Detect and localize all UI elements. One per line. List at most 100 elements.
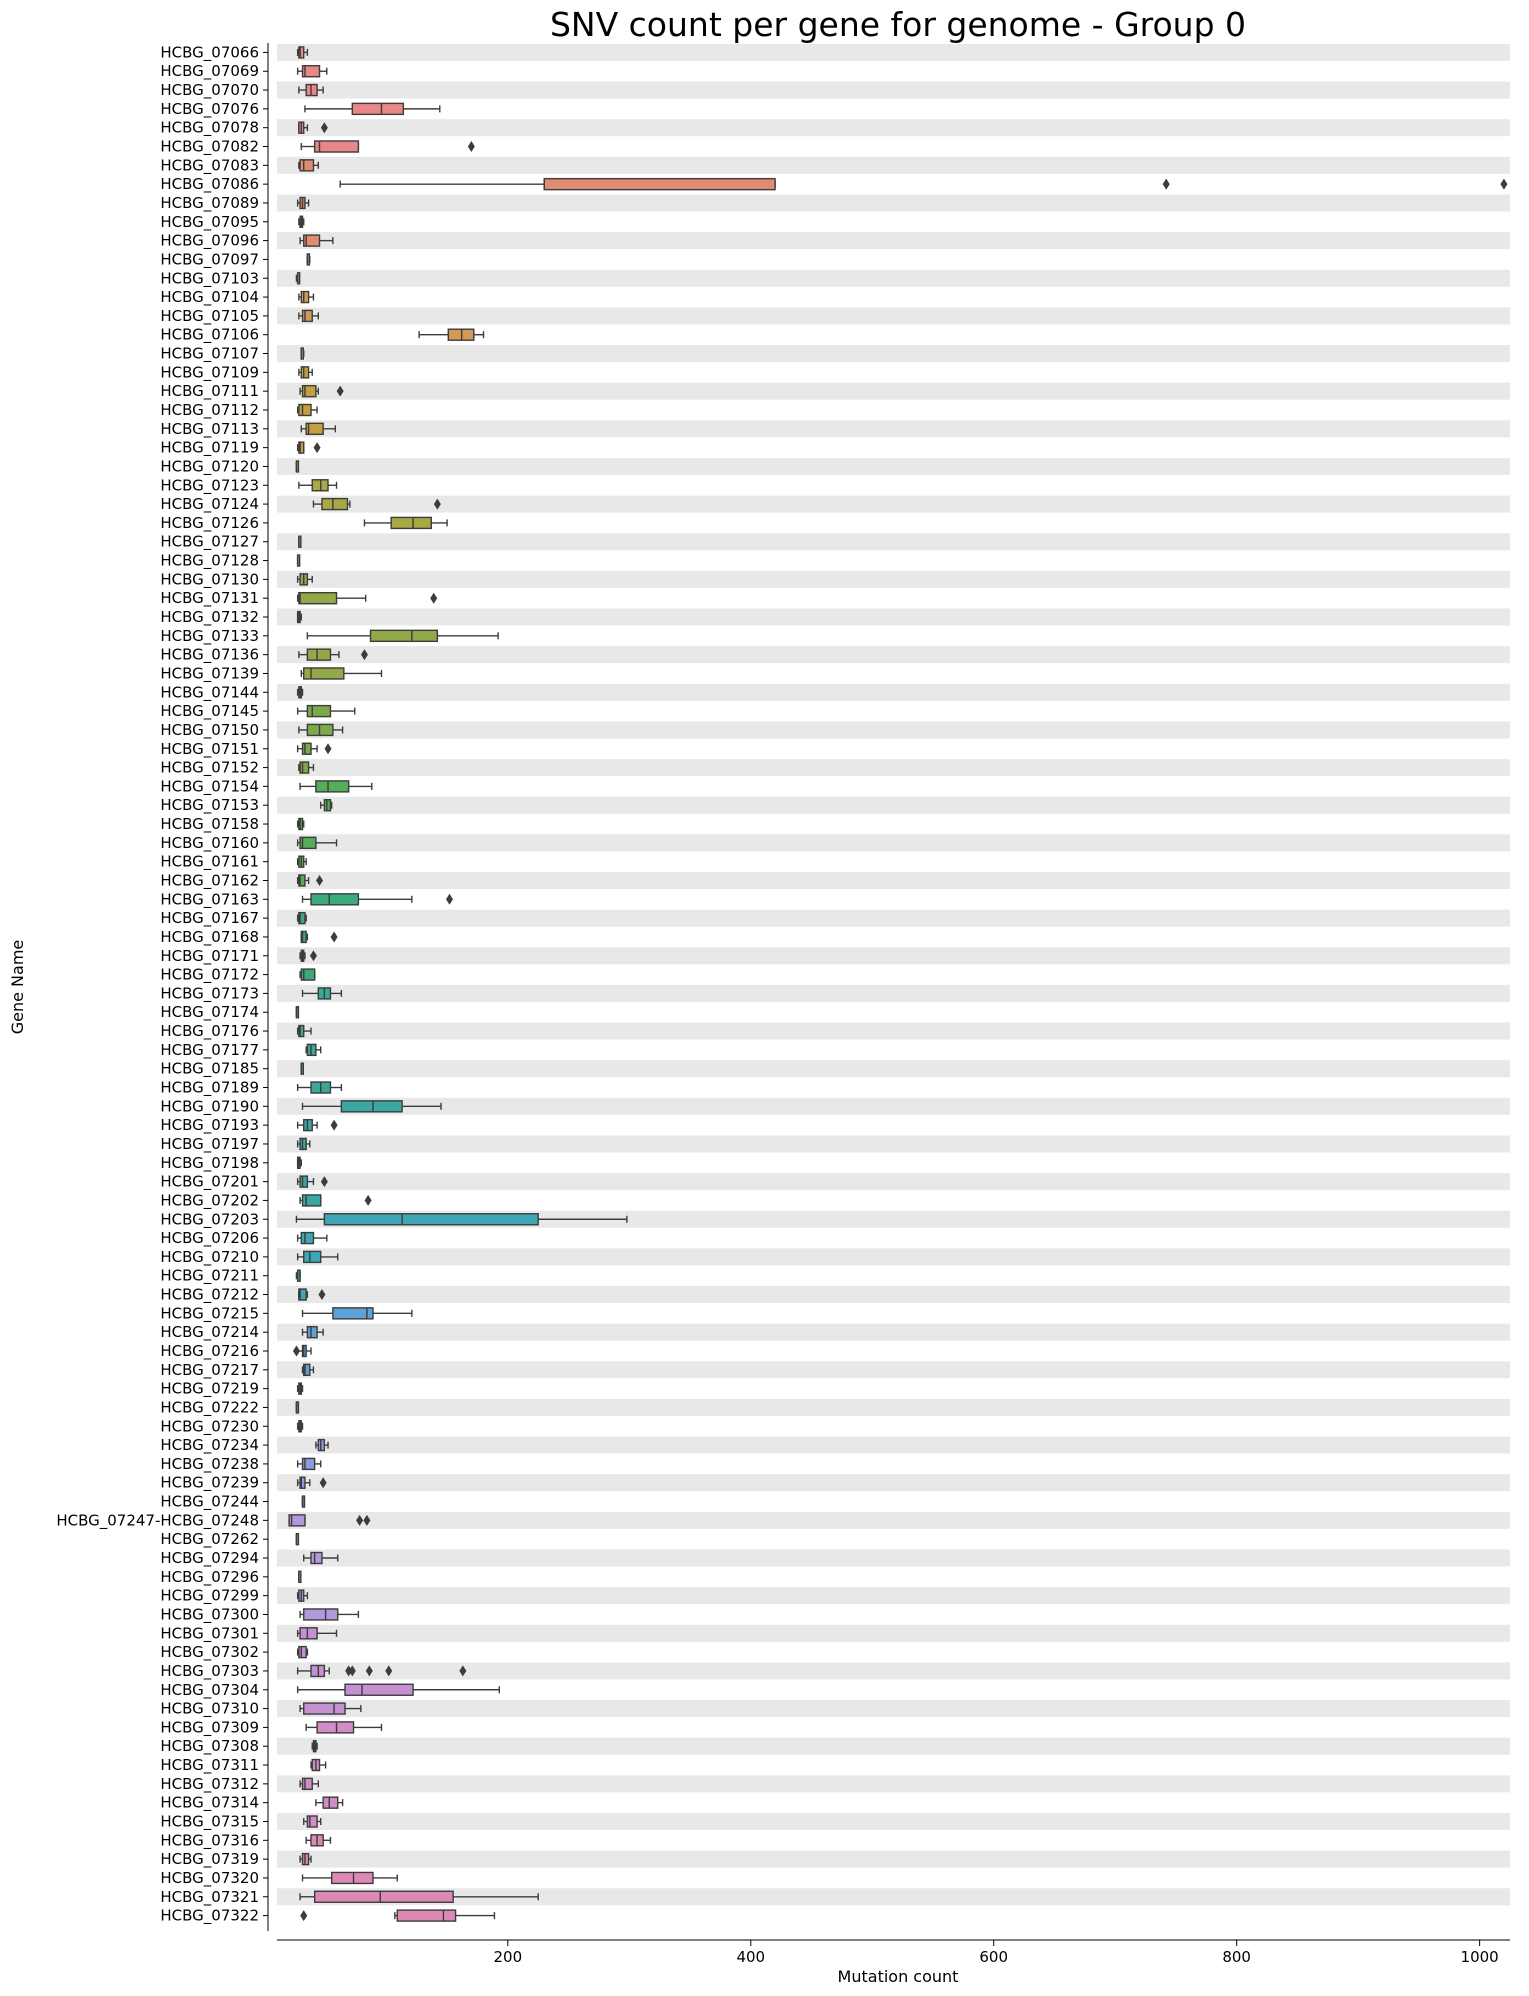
box-hcbg_07076 xyxy=(304,102,441,116)
row-band xyxy=(277,119,1510,137)
box-hcbg_07216 xyxy=(292,1344,312,1358)
y-tick-label: HCBG_07239 xyxy=(160,1474,259,1493)
y-tick-label: HCBG_07301 xyxy=(160,1624,259,1643)
box-hcbg_07230 xyxy=(296,1420,304,1433)
y-tick-label: HCBG_07160 xyxy=(160,834,259,853)
box-hcbg_07107 xyxy=(300,347,305,360)
box-iqr xyxy=(321,497,349,511)
box-hcbg_07126 xyxy=(363,516,448,530)
y-tick-label: HCBG_07198 xyxy=(160,1154,259,1173)
y-tick-label: HCBG_07219 xyxy=(160,1380,259,1399)
box-iqr xyxy=(299,836,317,850)
box-iqr xyxy=(288,1514,306,1527)
y-tick-label: HCBG_07123 xyxy=(160,476,259,495)
box-hcbg_07095 xyxy=(298,215,305,228)
box-hcbg_07185 xyxy=(300,1062,304,1075)
box-hcbg_07316 xyxy=(305,1834,332,1847)
box-hcbg_07314 xyxy=(315,1796,344,1809)
box-hcbg_07167 xyxy=(296,911,307,925)
box-hcbg_07322 xyxy=(300,1909,496,1922)
y-tick-label: HCBG_07145 xyxy=(160,702,259,721)
box-hcbg_07162 xyxy=(296,874,324,887)
row-band xyxy=(277,1700,1510,1718)
y-tick-label: HCBG_07321 xyxy=(160,1888,259,1907)
y-tick-label: HCBG_07152 xyxy=(160,759,259,778)
y-tick-label: HCBG_07111 xyxy=(160,382,259,401)
y-tick-label: HCBG_07107 xyxy=(160,345,259,364)
box-hcbg_07300 xyxy=(299,1608,360,1621)
box-hcbg_07078 xyxy=(298,121,328,134)
outlier-point xyxy=(313,442,321,454)
row-band xyxy=(277,1474,1510,1492)
box-iqr xyxy=(299,761,310,774)
y-tick-label: HCBG_07076 xyxy=(160,100,259,119)
box-hcbg_07144 xyxy=(296,686,304,699)
row-band xyxy=(277,307,1510,325)
box-iqr xyxy=(300,290,310,304)
box-hcbg_07154 xyxy=(299,780,373,793)
box-hcbg_07309 xyxy=(305,1721,383,1734)
outlier-point xyxy=(336,385,344,397)
y-tick-label: HCBG_07154 xyxy=(160,777,259,796)
box-iqr xyxy=(300,1231,315,1245)
row-band xyxy=(277,533,1510,551)
row-band xyxy=(277,1210,1510,1228)
box-hcbg_07112 xyxy=(296,403,318,417)
y-tick-label: HCBG_07300 xyxy=(160,1605,259,1624)
row-band xyxy=(277,495,1510,513)
y-tick-label: HCBG_07131 xyxy=(160,589,259,608)
y-tick-label: HCBG_07096 xyxy=(160,232,259,251)
row-band xyxy=(277,1248,1510,1266)
y-tick-label: HCBG_07089 xyxy=(160,194,259,213)
y-tick-label: HCBG_07162 xyxy=(160,871,259,890)
box-hcbg_07239 xyxy=(296,1476,327,1489)
y-tick-label: HCBG_07150 xyxy=(160,721,259,740)
box-hcbg_07234 xyxy=(315,1438,329,1452)
box-hcbg_07086 xyxy=(339,177,1508,191)
box-hcbg_07127 xyxy=(298,535,302,548)
box-hcbg_07296 xyxy=(298,1570,302,1584)
box-hcbg_07294 xyxy=(303,1551,339,1565)
box-hcbg_07312 xyxy=(299,1777,320,1791)
y-tick-label: HCBG_07216 xyxy=(160,1342,259,1361)
box-hcbg_07197 xyxy=(296,1137,311,1151)
row-band xyxy=(277,1173,1510,1191)
row-band xyxy=(277,269,1510,287)
box-iqr xyxy=(303,1702,346,1715)
y-tick-label: HCBG_07296 xyxy=(160,1568,259,1587)
outlier-point xyxy=(365,1665,373,1677)
box-hcbg_07153 xyxy=(320,799,333,812)
outlier-point xyxy=(1162,178,1170,190)
row-band xyxy=(277,1097,1510,1115)
box-iqr xyxy=(306,648,332,661)
y-tick-label: HCBG_07201 xyxy=(160,1173,259,1192)
box-iqr xyxy=(396,1909,457,1922)
row-band xyxy=(277,457,1510,475)
box-hcbg_07203 xyxy=(295,1213,628,1226)
outlier-point xyxy=(324,743,332,755)
y-tick-label: HCBG_07202 xyxy=(160,1191,259,1210)
outlier-point xyxy=(345,1665,353,1677)
row-band xyxy=(277,81,1510,99)
y-tick-label: HCBG_07215 xyxy=(160,1304,259,1323)
box-iqr xyxy=(298,591,338,605)
y-tick-label: HCBG_07128 xyxy=(160,552,259,571)
y-tick-label: HCBG_07319 xyxy=(160,1850,259,1869)
box-series xyxy=(288,46,1508,1922)
box-iqr xyxy=(303,1363,311,1377)
box-hcbg_07070 xyxy=(298,83,324,97)
box-iqr xyxy=(303,1250,322,1264)
box-hcbg_07319 xyxy=(299,1852,312,1866)
y-tick-label: HCBG_07203 xyxy=(160,1210,259,1229)
box-iqr xyxy=(305,422,324,436)
y-tick-label: HCBG_07308 xyxy=(160,1737,259,1756)
box-hcbg_07145 xyxy=(296,704,356,718)
box-hcbg_07119 xyxy=(296,441,321,454)
box-hcbg_07128 xyxy=(296,554,301,567)
box-iqr xyxy=(310,893,360,906)
y-tick-label: HCBG_07124 xyxy=(160,495,259,514)
y-tick-label: HCBG_07247-HCBG_07248 xyxy=(56,1511,259,1530)
outlier-point xyxy=(320,122,328,134)
row-band xyxy=(277,194,1510,212)
row-band xyxy=(277,1436,1510,1454)
